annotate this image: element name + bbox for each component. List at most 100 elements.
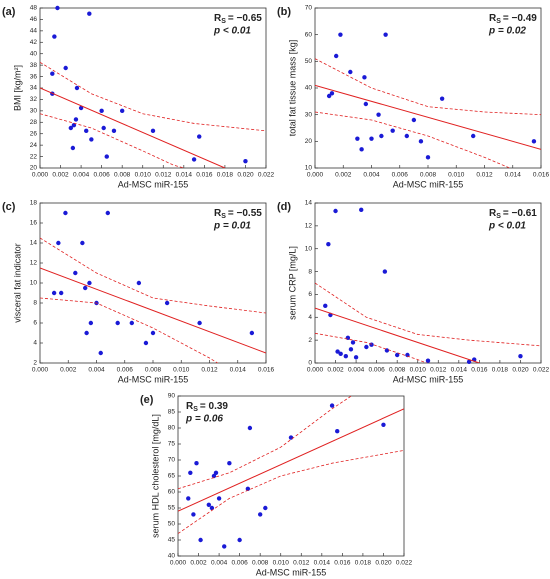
y-tick-label: 10 bbox=[305, 165, 313, 172]
x-tick-label: 0.018 bbox=[217, 172, 234, 179]
y-tick-label: 50 bbox=[168, 521, 176, 528]
stat-r-value: = −0.65 bbox=[228, 13, 262, 24]
x-tick-label: 0.010 bbox=[410, 367, 427, 374]
data-point bbox=[323, 303, 328, 309]
stat-r: RS = −0.49 bbox=[489, 13, 537, 25]
x-tick-label: 0.002 bbox=[335, 172, 352, 179]
y-tick-label: 36 bbox=[30, 73, 38, 80]
x-axis-label: Ad-MSC miR-155 bbox=[393, 374, 464, 384]
fit-line bbox=[178, 408, 404, 512]
data-point bbox=[191, 512, 196, 517]
y-tick-label: 22 bbox=[30, 153, 38, 160]
y-tick-label: 20 bbox=[30, 165, 38, 172]
y-tick-label: 46 bbox=[30, 16, 38, 23]
x-axis-label: Ad-MSC miR-155 bbox=[118, 179, 189, 189]
ci-lower bbox=[178, 450, 404, 534]
stat-r-value: = 0.39 bbox=[200, 401, 229, 412]
data-point bbox=[376, 112, 381, 117]
x-tick-label: 0.000 bbox=[170, 560, 187, 567]
data-point bbox=[329, 403, 335, 408]
data-point bbox=[197, 134, 202, 139]
data-point bbox=[129, 320, 135, 326]
stat-r-symbol: R bbox=[186, 401, 194, 412]
data-point bbox=[80, 240, 85, 246]
data-point bbox=[186, 496, 191, 501]
x-tick-label: 0.008 bbox=[252, 560, 269, 567]
y-tick-label: 60 bbox=[168, 489, 176, 496]
x-tick-label: 0.014 bbox=[505, 172, 522, 179]
y-tick-label: 50 bbox=[305, 58, 313, 65]
fit-line bbox=[40, 267, 266, 354]
data-point bbox=[439, 96, 445, 101]
data-point bbox=[56, 240, 61, 246]
y-tick-label: 60 bbox=[305, 31, 313, 38]
data-point bbox=[84, 330, 89, 336]
x-tick-label: 0.006 bbox=[117, 367, 134, 374]
stat-r-value: = −0.55 bbox=[228, 208, 262, 219]
data-point bbox=[335, 429, 340, 434]
data-point bbox=[381, 422, 386, 427]
y-tick-label: 4 bbox=[33, 340, 37, 347]
data-point bbox=[68, 125, 74, 131]
ci-upper bbox=[178, 396, 352, 490]
stat-r-symbol: R bbox=[214, 13, 222, 24]
panel-label: (c) bbox=[2, 201, 16, 213]
x-tick-label: 0.004 bbox=[363, 172, 380, 179]
panel: 0.000 0.002 0.004 0.006 0.008 0.010 0.012 0.014… bbox=[277, 200, 550, 385]
y-axis-label: serum HDL cholesterol [mg/dL] bbox=[150, 414, 160, 538]
x-tick-label: 0.012 bbox=[430, 367, 447, 374]
stat-p: p = 0.01 bbox=[213, 221, 251, 232]
data-point bbox=[51, 290, 57, 296]
x-tick-label: 0.016 bbox=[258, 367, 275, 374]
data-point bbox=[222, 544, 227, 549]
y-tick-label: 38 bbox=[30, 62, 38, 69]
y-tick-label: 55 bbox=[168, 505, 176, 512]
data-point bbox=[213, 470, 219, 475]
y-tick-label: 18 bbox=[30, 200, 38, 207]
x-tick-label: 0.014 bbox=[314, 560, 331, 567]
y-axis-label: BMI [kg/m²] bbox=[12, 65, 22, 111]
stat-p: p = 0.02 bbox=[488, 26, 526, 37]
y-tick-label: 42 bbox=[30, 39, 38, 46]
data-point bbox=[466, 359, 472, 365]
panel-label: (b) bbox=[277, 6, 291, 18]
x-tick-label: 0.002 bbox=[52, 172, 69, 179]
x-tick-label: 0.002 bbox=[190, 560, 207, 567]
stat-r-sub: S bbox=[221, 18, 226, 25]
x-tick-label: 0.012 bbox=[201, 367, 218, 374]
data-point bbox=[355, 136, 360, 141]
data-point bbox=[471, 133, 476, 139]
y-tick-label: 14 bbox=[305, 200, 313, 207]
x-tick-label: 0.012 bbox=[476, 172, 493, 179]
y-tick-label: 65 bbox=[168, 473, 176, 480]
stat-r: RS = −0.65 bbox=[214, 13, 262, 25]
data-point bbox=[288, 435, 294, 440]
ci-lower bbox=[315, 111, 511, 168]
data-point bbox=[83, 285, 88, 291]
data-point bbox=[247, 425, 253, 431]
data-point bbox=[369, 136, 374, 141]
y-tick-label: 80 bbox=[168, 425, 176, 432]
data-point bbox=[73, 270, 78, 276]
data-point bbox=[150, 330, 156, 336]
data-point bbox=[333, 208, 338, 214]
y-tick-label: 14 bbox=[30, 240, 38, 247]
data-point bbox=[84, 128, 89, 134]
data-point bbox=[87, 280, 92, 286]
data-point bbox=[197, 320, 202, 326]
y-tick-label: 26 bbox=[30, 130, 38, 137]
data-point bbox=[63, 210, 68, 216]
x-tick-label: 0.002 bbox=[60, 367, 77, 374]
data-point bbox=[353, 355, 359, 360]
fit-line bbox=[315, 307, 480, 363]
data-point bbox=[74, 85, 80, 91]
data-point bbox=[104, 154, 109, 159]
y-tick-label: 4 bbox=[308, 314, 312, 321]
x-tick-label: 0.008 bbox=[145, 367, 162, 374]
stat-r-value: = −0.61 bbox=[503, 208, 537, 219]
x-tick-label: 0.016 bbox=[196, 172, 213, 179]
x-tick-label: 0.000 bbox=[307, 367, 324, 374]
x-tick-label: 0.012 bbox=[293, 560, 310, 567]
y-tick-label: 2 bbox=[308, 337, 312, 344]
x-tick-label: 0.000 bbox=[32, 367, 49, 374]
